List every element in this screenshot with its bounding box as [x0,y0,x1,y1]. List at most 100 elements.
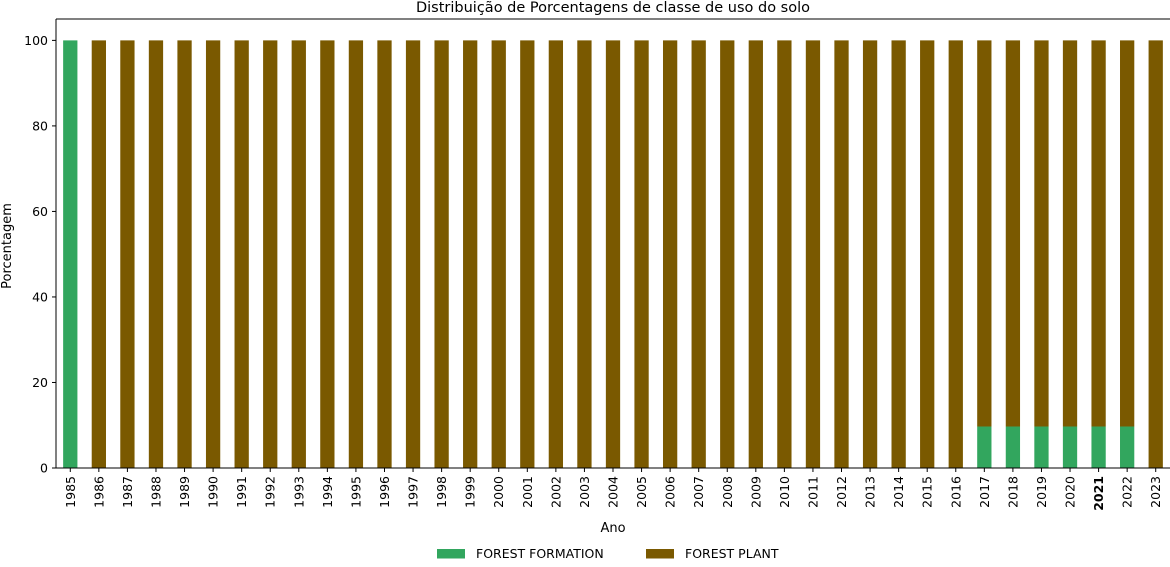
x-tick-label: 2017 [977,476,992,508]
legend: FOREST FORMATION FOREST PLANT [437,546,779,561]
bar-forest-formation-2022 [1120,426,1135,468]
x-tick-label: 2016 [948,476,963,508]
bar-forest-plant-2012 [834,40,849,468]
x-tick-label: 2013 [863,476,878,508]
x-tick-label: 1986 [91,476,106,508]
x-tick-label: 1998 [434,476,449,508]
bar-forest-plant-2017 [977,40,992,427]
bar-forest-plant-2013 [862,40,878,468]
x-tick-label: 1999 [463,476,478,508]
x-tick-label: 2008 [720,476,735,508]
legend-label-forest-plant: FOREST PLANT [685,546,779,561]
y-tick-label: 40 [32,289,48,304]
bar-forest-plant-1998 [434,40,449,468]
x-tick-label: 1989 [177,476,192,508]
bar-forest-formation-1985 [63,40,78,468]
bar-forest-formation-2020 [1062,426,1078,468]
x-tick-label: 2003 [577,476,592,508]
bar-forest-plant-2018 [1005,40,1021,427]
y-axis-label: Porcentagem [0,203,15,289]
x-tick-label: 1996 [377,476,392,508]
bar-forest-plant-2023 [1148,40,1163,468]
bar-forest-plant-2015 [920,40,935,468]
x-tick-label: 2020 [1063,476,1078,508]
bar-forest-plant-1995 [348,40,364,468]
bar-forest-plant-2000 [491,40,506,468]
bar-forest-plant-2020 [1062,40,1078,427]
bar-forest-plant-2022 [1120,40,1135,427]
bar-forest-plant-2005 [634,40,649,468]
bar-forest-plant-1986 [91,40,106,468]
bar-forest-plant-2008 [720,40,735,468]
bar-forest-plant-2007 [691,40,706,468]
x-tick-label: 1997 [406,476,421,508]
bar-forest-plant-2003 [577,40,592,468]
bar-forest-plant-2009 [748,40,763,468]
bar-forest-plant-2006 [662,40,678,468]
bar-forest-plant-1992 [263,40,278,468]
y-tick-label: 20 [32,375,48,390]
x-tick-label: 2021 [1091,476,1106,511]
bar-forest-formation-2019 [1034,426,1049,468]
x-tick-label: 2005 [634,476,649,508]
legend-swatch-forest-formation [437,549,465,559]
bar-forest-plant-1999 [463,40,478,468]
bar-forest-plant-2002 [548,40,564,468]
chart-title: Distribuição de Porcentagens de classe d… [416,0,810,16]
x-tick-label: 2022 [1120,476,1135,508]
bar-forest-plant-2001 [520,40,535,468]
y-tick-label: 80 [32,118,48,133]
x-tick-label: 2012 [834,476,849,508]
bar-forest-plant-2016 [948,40,963,468]
x-tick-label: 2004 [606,476,621,508]
x-tick-label: 1987 [120,476,135,508]
x-tick-label: 2010 [777,476,792,508]
bar-forest-plant-2014 [891,40,906,468]
bar-forest-plant-1987 [120,40,135,468]
legend-swatch-forest-plant [646,549,674,559]
bar-forest-plant-2021 [1091,40,1106,427]
bar-forest-plant-1989 [177,40,192,468]
x-tick-label: 1985 [63,476,78,508]
bar-forest-plant-1994 [320,40,335,468]
x-tick-label: 2002 [548,476,563,508]
bar-forest-plant-2011 [805,40,821,468]
y-tick-label: 100 [24,33,48,48]
x-tick-label: 1988 [148,476,163,508]
x-tick-label: 2015 [920,476,935,508]
bar-forest-formation-2017 [977,426,992,468]
bars-layer [63,40,1163,468]
x-tick-label: 2014 [891,476,906,508]
y-tick-label: 60 [32,204,48,219]
bar-forest-plant-1997 [405,40,421,468]
x-tick-label: 2019 [1034,476,1049,508]
x-tick-label: 1995 [348,476,363,508]
bar-forest-plant-1993 [291,40,306,468]
x-tick-label: 1991 [234,476,249,508]
bar-forest-plant-2004 [605,40,621,468]
x-tick-label: 1993 [291,476,306,508]
x-axis-label: Ano [600,521,625,536]
bar-forest-plant-1991 [234,40,249,468]
y-tick-label: 0 [40,461,48,476]
y-ticks-layer: 0 20 40 60 80 100 [24,33,56,476]
x-tick-label: 2000 [491,476,506,508]
bar-forest-plant-2019 [1034,40,1049,427]
x-ticks-layer: 1985 1986 1987 1988 1989 1990 1991 1992 1993 1994… [63,468,1163,511]
bar-forest-formation-2021 [1091,426,1106,468]
x-tick-label: 2007 [691,476,706,508]
x-tick-label: 1994 [320,476,335,508]
bar-forest-plant-1996 [377,40,392,468]
x-tick-label: 2006 [663,476,678,508]
legend-label-forest-formation: FOREST FORMATION [476,546,604,561]
x-tick-label: 2001 [520,476,535,508]
bar-forest-formation-2018 [1005,426,1021,468]
x-tick-label: 1990 [206,476,221,508]
x-tick-label: 1992 [263,476,278,508]
bar-forest-plant-1988 [148,40,164,468]
x-tick-label: 2009 [748,476,763,508]
bar-forest-plant-2010 [777,40,792,468]
x-tick-label: 2011 [805,476,820,508]
bar-forest-plant-1990 [205,40,221,468]
